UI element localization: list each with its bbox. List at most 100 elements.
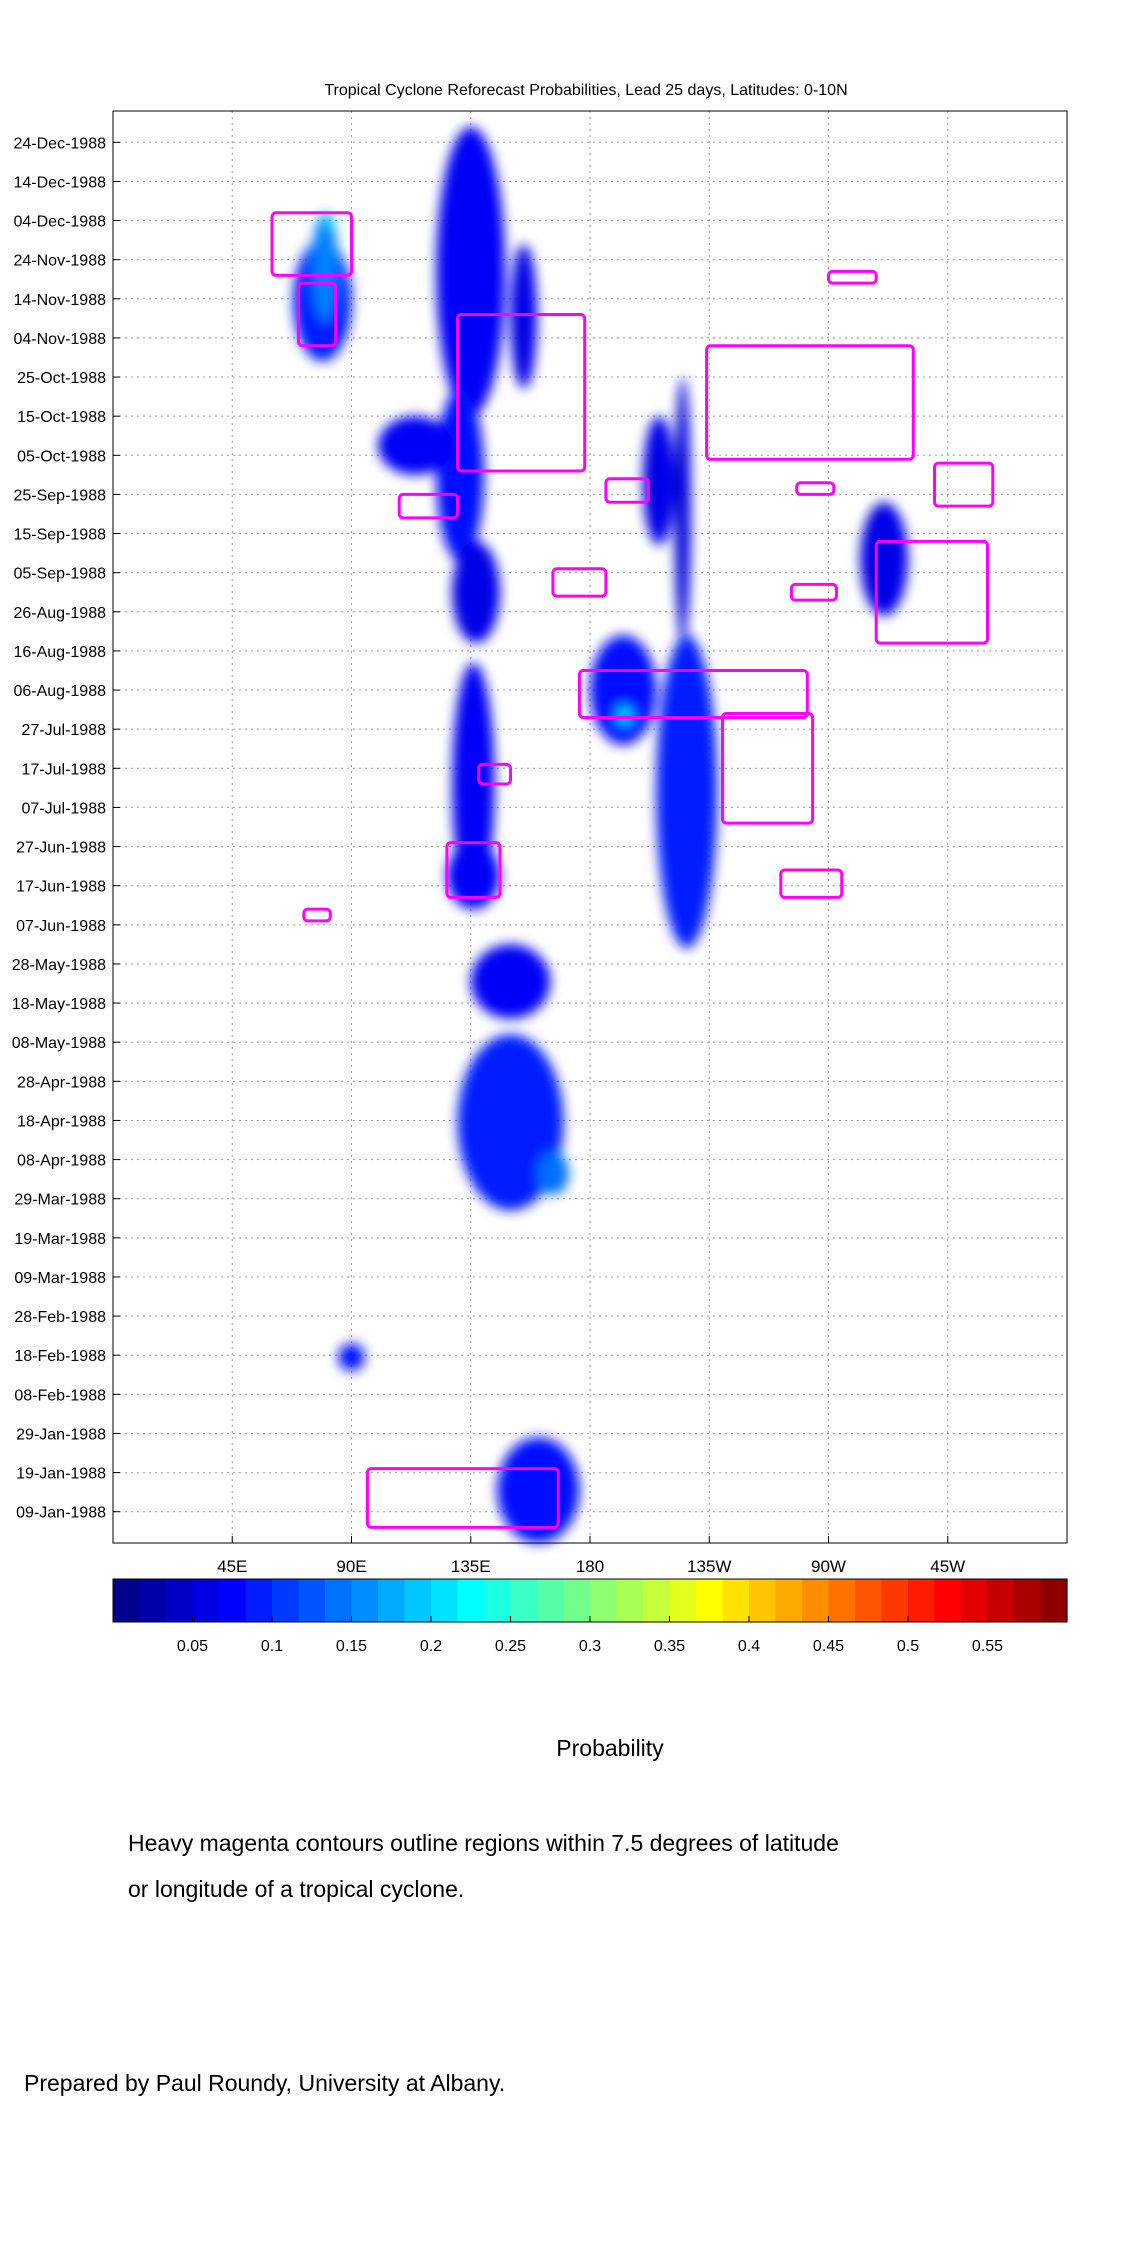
colorbar-tick-label: 0.25 [495, 1638, 526, 1655]
x-axis: 45E 90E 135E 180 135W 90W 45W [217, 1536, 965, 1576]
y-tick-label: 09-Mar-1988 [14, 1270, 106, 1287]
y-axis: 24-Dec-1988 14-Dec-1988 04-Dec-1988 24-Nov-… [12, 135, 120, 1522]
colorbar-swatch [643, 1579, 671, 1622]
x-tick-label: 90E [336, 1557, 366, 1576]
probability-region [436, 126, 506, 417]
y-tick-label: 14-Nov-1988 [14, 292, 107, 309]
colorbar-swatch [775, 1579, 803, 1622]
y-tick-label: 18-Feb-1988 [14, 1348, 106, 1365]
cyclone-contour [874, 539, 990, 645]
y-tick-label: 27-Jun-1988 [16, 840, 106, 857]
x-tick-label: 90W [811, 1557, 846, 1576]
y-tick-label: 14-Dec-1988 [14, 174, 107, 191]
colorbar-swatch [961, 1579, 989, 1622]
colorbar-tick-label: 0.35 [654, 1638, 685, 1655]
colorbar-swatch [563, 1579, 591, 1622]
y-tick-label: 28-May-1988 [12, 957, 106, 974]
colorbar-tick-label: 0.05 [177, 1638, 208, 1655]
colorbar-swatch [881, 1579, 909, 1622]
y-tick-label: 17-Jun-1988 [16, 879, 106, 896]
colorbar-swatch [828, 1579, 856, 1622]
x-tick-label: 45W [930, 1557, 965, 1576]
y-tick-label: 24-Nov-1988 [14, 253, 107, 270]
probability-region [457, 1034, 564, 1211]
y-tick-label: 06-Aug-1988 [13, 683, 106, 700]
probability-region [325, 216, 336, 229]
colorbar-swatch [855, 1579, 883, 1622]
probability-region [311, 212, 339, 323]
cyclone-contour [297, 281, 338, 348]
y-tick-label: 09-Jan-1988 [16, 1505, 106, 1522]
y-tick-label: 28-Feb-1988 [14, 1309, 106, 1326]
cyclone-contour [445, 841, 502, 899]
y-tick-label: 07-Jul-1988 [22, 800, 107, 817]
y-tick-label: 08-Feb-1988 [14, 1387, 106, 1404]
probability-region [452, 541, 500, 644]
y-tick-label: 05-Sep-1988 [13, 566, 106, 583]
colorbar-swatch [934, 1579, 962, 1622]
colorbar-swatch [457, 1579, 485, 1622]
y-tick-label: 15-Sep-1988 [13, 527, 106, 544]
colorbar-swatch [484, 1579, 512, 1622]
y-tick-label: 27-Jul-1988 [22, 722, 107, 739]
colorbar-tick-label: 0.55 [972, 1638, 1003, 1655]
caption: Heavy magenta contours outline regions w… [128, 1820, 1028, 1912]
probability-region [446, 842, 500, 910]
credit: Prepared by Paul Roundy, University at A… [24, 2070, 506, 2096]
x-tick-label: 135W [687, 1557, 731, 1576]
y-tick-label: 25-Oct-1988 [17, 370, 106, 387]
y-tick-label: 08-Apr-1988 [17, 1153, 106, 1170]
y-tick-label: 29-Jan-1988 [16, 1426, 106, 1443]
colorbar-swatch [113, 1579, 141, 1622]
colorbar-swatch [590, 1579, 618, 1622]
colorbar: 0.05 0.1 0.15 0.2 0.25 0.3 0.35 0.4 0.45 0.5 0.55 [112, 1578, 1068, 1655]
cyclone-contour [302, 907, 332, 923]
probability-region [338, 1343, 365, 1371]
probability-region [470, 944, 551, 1019]
colorbar-swatch [669, 1579, 697, 1622]
x-tick-label: 45E [217, 1557, 247, 1576]
y-tick-label: 24-Dec-1988 [14, 135, 107, 152]
cyclone-contour [779, 868, 844, 899]
probability-region [616, 705, 633, 726]
colorbar-swatch [987, 1579, 1015, 1622]
colorbar-tick-label: 0.3 [579, 1638, 601, 1655]
colorbar-tick-label: 0.45 [813, 1638, 844, 1655]
colorbar-tick-label: 0.5 [897, 1638, 919, 1655]
colorbar-swatch [749, 1579, 777, 1622]
colorbar-swatch [1014, 1579, 1042, 1622]
y-tick-label: 17-Jul-1988 [22, 761, 107, 778]
y-tick-label: 19-Mar-1988 [14, 1231, 106, 1248]
probability-region [860, 502, 909, 616]
grid-lines [113, 111, 1067, 1543]
colorbar-swatch [378, 1579, 406, 1622]
cyclone-contour [456, 312, 587, 473]
probability-field [293, 126, 909, 1543]
colorbar-swatch [325, 1579, 353, 1622]
cyclone-contour [705, 344, 915, 461]
cyclone-contour [551, 567, 608, 598]
y-tick-label: 08-May-1988 [12, 1035, 106, 1052]
probability-region [452, 662, 495, 906]
chart-title: Tropical Cyclone Reforecast Probabilitie… [324, 82, 847, 99]
probability-region [537, 1151, 569, 1195]
cyclone-contour [577, 668, 809, 719]
cyclone-contour [721, 712, 815, 825]
y-tick-label: 25-Sep-1988 [13, 487, 106, 504]
colorbar-swatch [139, 1579, 167, 1622]
colorbar-swatch [802, 1579, 830, 1622]
cyclone-contour [827, 269, 878, 285]
probability-region [643, 416, 675, 546]
colorbar-swatch [298, 1579, 326, 1622]
colorbar-swatch [192, 1579, 220, 1622]
y-tick-label: 16-Aug-1988 [13, 644, 106, 661]
probability-region [590, 635, 657, 745]
cyclone-contour [477, 762, 513, 786]
colorbar-swatch [696, 1579, 724, 1622]
cyclone-contour [270, 211, 353, 277]
probability-region [656, 635, 718, 949]
x-tick-label: 180 [576, 1557, 604, 1576]
probability-region [674, 377, 691, 644]
y-tick-label: 26-Aug-1988 [13, 605, 106, 622]
